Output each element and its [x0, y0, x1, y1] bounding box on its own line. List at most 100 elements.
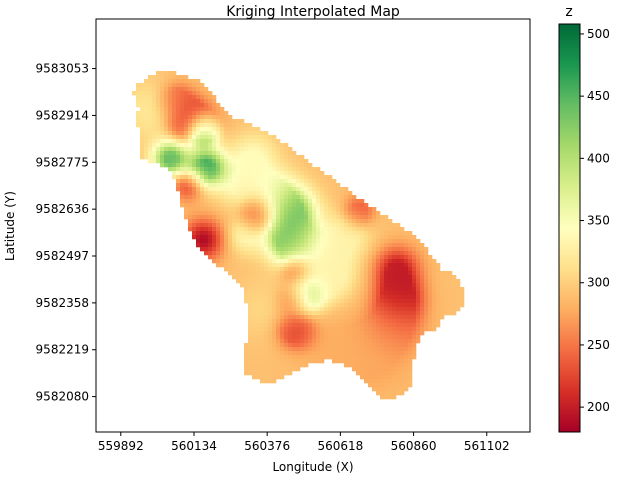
heatmap-cell [324, 223, 329, 228]
heatmap-cell [404, 291, 409, 296]
heatmap-cell [344, 315, 349, 320]
heatmap-cell [308, 307, 313, 312]
heatmap-cell [340, 303, 345, 308]
heatmap-cell [184, 131, 189, 136]
heatmap-cell [352, 255, 357, 260]
heatmap-cell [460, 303, 465, 308]
heatmap-cell [336, 199, 341, 204]
heatmap-cell [372, 251, 377, 256]
heatmap-cell [256, 195, 261, 200]
heatmap-cell [224, 119, 229, 124]
heatmap-cell [188, 179, 193, 184]
heatmap-cell [440, 279, 445, 284]
heatmap-cell [220, 171, 225, 176]
heatmap-cell [148, 95, 153, 100]
heatmap-cell [284, 303, 289, 308]
heatmap-cell [336, 231, 341, 236]
heatmap-cell [304, 319, 309, 324]
heatmap-cell [204, 155, 209, 160]
heatmap-cell [288, 299, 293, 304]
heatmap-cell [304, 171, 309, 176]
heatmap-cell [136, 91, 141, 96]
heatmap-cell [248, 147, 253, 152]
heatmap-cell [284, 311, 289, 316]
heatmap-cell [396, 303, 401, 308]
heatmap-cell [360, 279, 365, 284]
heatmap-cell [276, 367, 281, 372]
heatmap-cell [316, 283, 321, 288]
heatmap-cell [296, 359, 301, 364]
heatmap-cell [352, 355, 357, 360]
heatmap-cell [396, 371, 401, 376]
heatmap-cell [268, 159, 273, 164]
heatmap-cell [168, 163, 173, 168]
heatmap-cell [276, 295, 281, 300]
heatmap-cell [288, 227, 293, 232]
heatmap-cell [224, 131, 229, 136]
heatmap-cell [396, 279, 401, 284]
heatmap-cell [200, 199, 205, 204]
heatmap-cell [372, 347, 377, 352]
heatmap-cell [220, 191, 225, 196]
heatmap-cell [272, 255, 277, 260]
heatmap-cell [416, 255, 421, 260]
heatmap-cell [336, 195, 341, 200]
heatmap-cell [264, 367, 269, 372]
heatmap-cell [304, 267, 309, 272]
heatmap-cell [360, 351, 365, 356]
heatmap-cell [296, 171, 301, 176]
heatmap-cell [368, 379, 373, 384]
heatmap-cell [236, 143, 241, 148]
heatmap-cell [300, 347, 305, 352]
heatmap-cell [368, 219, 373, 224]
heatmap-cell [336, 351, 341, 356]
heatmap-cell [376, 227, 381, 232]
heatmap-cell [144, 151, 149, 156]
heatmap-cell [212, 247, 217, 252]
heatmap-cell [164, 151, 169, 156]
heatmap-cell [284, 147, 289, 152]
heatmap-cell [316, 255, 321, 260]
heatmap-cell [208, 143, 213, 148]
heatmap-cell [288, 203, 293, 208]
heatmap-cell [360, 315, 365, 320]
heatmap-cell [288, 151, 293, 156]
heatmap-cell [364, 215, 369, 220]
heatmap-cell [432, 303, 437, 308]
heatmap-cell [248, 295, 253, 300]
heatmap-cell [296, 331, 301, 336]
heatmap-cell [356, 227, 361, 232]
heatmap-cell [312, 331, 317, 336]
heatmap-cell [324, 319, 329, 324]
heatmap-cell [156, 159, 161, 164]
heatmap-cell [168, 91, 173, 96]
heatmap-cell [144, 91, 149, 96]
heatmap-cell [264, 207, 269, 212]
heatmap-cell [352, 207, 357, 212]
heatmap-cell [204, 123, 209, 128]
heatmap-cell [220, 155, 225, 160]
heatmap-cell [292, 323, 297, 328]
heatmap-cell [272, 219, 277, 224]
heatmap-cell [412, 275, 417, 280]
heatmap-cell [324, 303, 329, 308]
heatmap-cell [168, 75, 173, 80]
heatmap-cell [240, 263, 245, 268]
heatmap-cell [248, 235, 253, 240]
heatmap-cell [420, 267, 425, 272]
heatmap-cell [368, 355, 373, 360]
heatmap-cell [184, 103, 189, 108]
heatmap-cell [204, 247, 209, 252]
heatmap-cell [340, 219, 345, 224]
heatmap-cell [256, 287, 261, 292]
heatmap-cell [456, 299, 461, 304]
heatmap-cell [260, 275, 265, 280]
heatmap-cell [284, 283, 289, 288]
heatmap-cell [216, 243, 221, 248]
heatmap-cell [176, 131, 181, 136]
heatmap-cell [256, 131, 261, 136]
heatmap-cell [244, 367, 249, 372]
heatmap-cell [424, 251, 429, 256]
heatmap-cell [284, 187, 289, 192]
heatmap-cell [184, 87, 189, 92]
